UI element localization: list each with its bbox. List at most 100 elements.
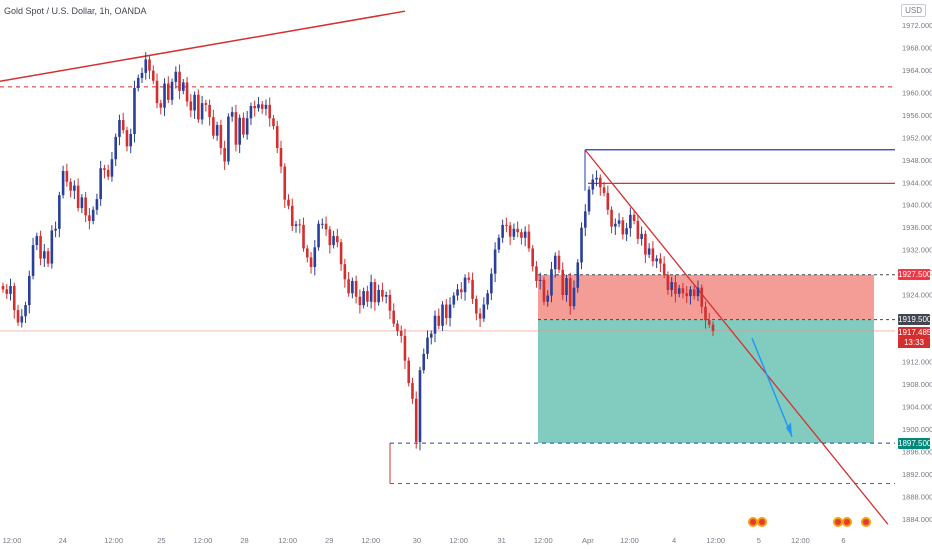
candle-body xyxy=(689,289,692,297)
candle-body xyxy=(35,236,39,246)
candle-body xyxy=(339,242,343,265)
candle-body xyxy=(647,248,651,255)
y-tick-label: 1924.000 xyxy=(902,290,932,299)
projection-arrowhead xyxy=(786,422,792,437)
candle-body xyxy=(61,171,65,196)
candle-body xyxy=(260,104,264,109)
y-tick-label: 1964.000 xyxy=(902,66,932,75)
candle-body xyxy=(103,168,106,170)
candle-body xyxy=(685,293,689,297)
candle-body xyxy=(493,249,497,274)
candle-body xyxy=(523,231,527,238)
candle-body xyxy=(463,277,467,293)
stop-price-badge: 1927.500 xyxy=(898,269,932,281)
candle-body xyxy=(403,335,407,361)
candle-body xyxy=(178,71,181,91)
event-icon-us-inner xyxy=(750,519,756,525)
candle-body xyxy=(546,295,550,302)
candle-body xyxy=(369,282,373,302)
y-tick-label: 1932.000 xyxy=(902,246,932,255)
candle-body xyxy=(249,105,253,119)
candle-body xyxy=(441,304,444,326)
y-tick-label: 1912.000 xyxy=(902,358,932,367)
candle-body xyxy=(31,245,35,276)
candle-body xyxy=(508,225,512,237)
x-tick-label: 12:00 xyxy=(791,536,810,545)
candle-body xyxy=(95,199,99,210)
x-tick-label: 12:00 xyxy=(278,536,297,545)
candle-body xyxy=(324,223,328,230)
candle-body xyxy=(659,258,662,264)
candle-body xyxy=(377,289,380,303)
candle-body xyxy=(561,269,565,295)
candle-body xyxy=(644,233,647,255)
candle-body xyxy=(118,120,121,137)
candle-body xyxy=(666,274,670,290)
x-tick-label: 31 xyxy=(497,536,505,545)
y-tick-label: 1944.000 xyxy=(902,178,932,187)
candle-body xyxy=(591,179,595,190)
candle-body xyxy=(580,227,583,263)
candle-body xyxy=(557,255,561,270)
candle-body xyxy=(200,103,204,120)
candle-body xyxy=(223,148,226,162)
candle-body xyxy=(366,291,369,302)
candle-body xyxy=(321,223,324,225)
candle-body xyxy=(125,130,129,147)
candle-body xyxy=(88,215,91,221)
candle-body xyxy=(486,293,489,305)
candle-body xyxy=(460,289,463,293)
y-tick-label: 1956.000 xyxy=(902,111,932,120)
candle-body xyxy=(133,88,136,135)
candle-body xyxy=(632,214,636,221)
candle-body xyxy=(553,255,557,270)
candle-body xyxy=(599,177,602,188)
candle-body xyxy=(159,103,163,108)
candle-body xyxy=(343,264,347,280)
candle-body xyxy=(272,118,275,127)
entry-price-badge: 1919.500 xyxy=(898,314,932,326)
candle-body xyxy=(106,169,110,177)
x-tick-label: 12:00 xyxy=(194,536,213,545)
candle-body xyxy=(290,205,294,227)
x-tick-label: 28 xyxy=(240,536,248,545)
candle-body xyxy=(76,185,80,209)
y-tick-label: 1892.000 xyxy=(902,470,932,479)
candle-body xyxy=(399,330,403,336)
candle-body xyxy=(497,237,501,250)
candle-body xyxy=(238,117,241,145)
x-tick-label: 6 xyxy=(841,536,845,545)
x-tick-label: 12:00 xyxy=(534,536,553,545)
candle-body xyxy=(426,337,429,354)
candle-body xyxy=(444,304,448,318)
candle-body xyxy=(595,177,598,180)
candle-body xyxy=(711,324,715,331)
symbol-title: Gold Spot / U.S. Dollar, 1h, OANDA xyxy=(4,6,147,16)
candle-body xyxy=(208,104,211,118)
y-tick-label: 1900.000 xyxy=(902,425,932,434)
candle-body xyxy=(358,296,362,306)
candle-body xyxy=(505,224,508,226)
event-icon-us-inner xyxy=(759,519,765,525)
bar-countdown-badge: 13:33 xyxy=(898,338,930,349)
candle-body xyxy=(305,248,309,258)
currency-button[interactable]: USD xyxy=(901,4,926,17)
candle-body xyxy=(43,251,46,259)
candle-body xyxy=(614,223,617,227)
candle-body xyxy=(129,134,133,147)
x-tick-label: Apr xyxy=(582,536,594,545)
candle-body xyxy=(12,286,16,311)
candle-body xyxy=(302,224,305,249)
candle-body xyxy=(674,282,677,294)
y-tick-label: 1960.000 xyxy=(902,89,932,98)
descending-trend-line xyxy=(584,149,889,525)
candle-body xyxy=(568,278,572,307)
candle-body xyxy=(27,275,31,306)
candle-body xyxy=(636,220,640,239)
candle-body xyxy=(681,288,685,294)
candle-body xyxy=(9,286,12,294)
candle-body xyxy=(700,287,704,307)
candle-body xyxy=(24,305,27,317)
candle-body xyxy=(144,59,148,73)
